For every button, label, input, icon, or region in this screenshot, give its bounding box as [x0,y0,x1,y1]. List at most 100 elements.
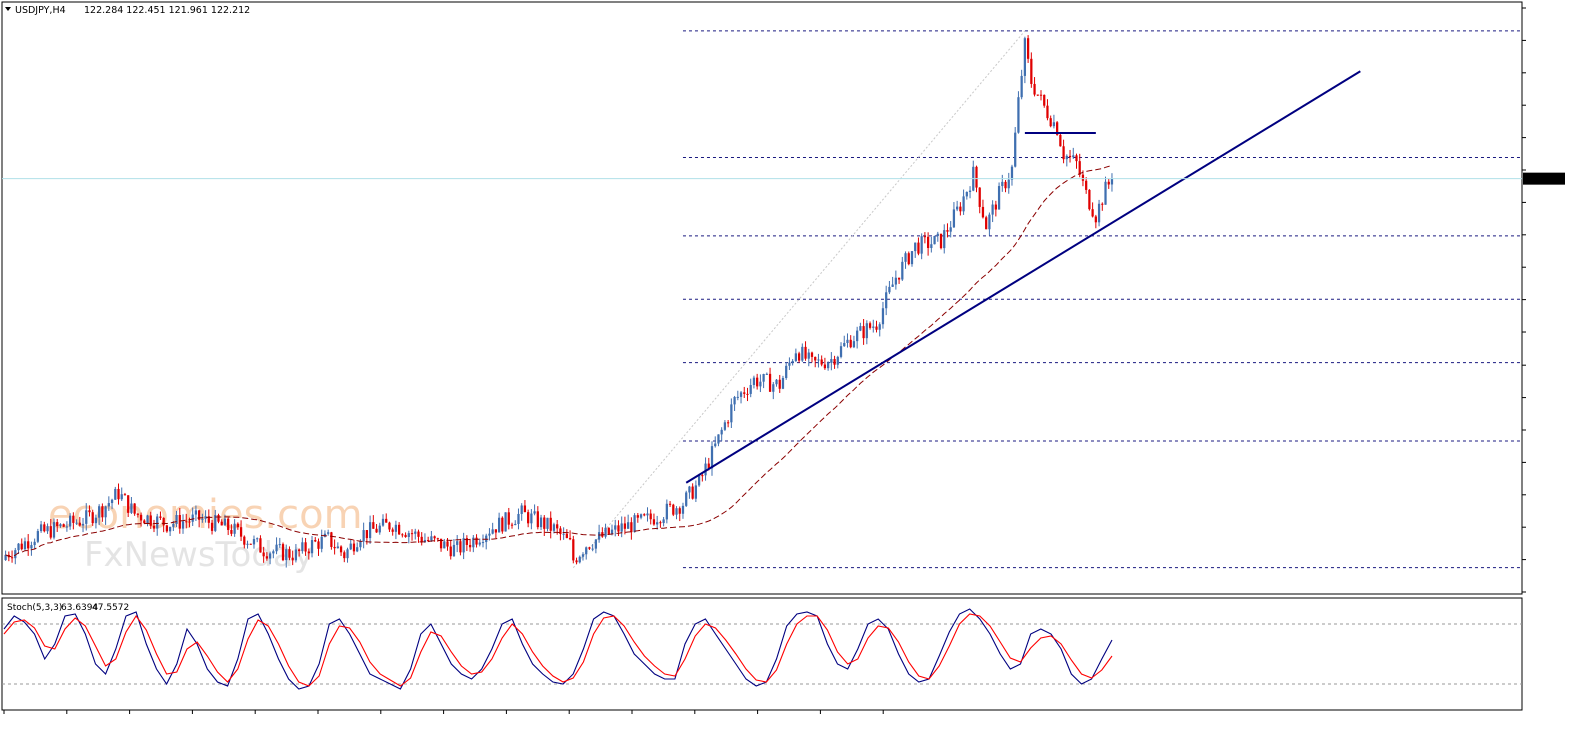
candle-body [826,362,830,369]
ohlc-values: 122.284 122.451 121.961 122.212 [84,5,250,16]
candle-body [414,531,417,534]
stochastic-oscillator [2,608,1522,690]
candle-body [633,515,636,533]
candle-body [285,549,288,561]
candle-body [462,538,465,553]
candle-body [101,506,104,518]
candle-body [507,512,510,525]
candle-body [130,503,133,513]
candle-body [991,204,994,215]
candle-body [949,227,952,232]
candle-body [930,244,933,249]
candle-body [298,549,301,552]
candle-body [1052,122,1056,127]
moving-average [5,164,1113,558]
candle-body [27,541,30,549]
candle-body [759,381,762,387]
candle-body [194,510,198,515]
candle-body [72,515,75,523]
candle-body [646,513,649,516]
candle-body [578,556,581,563]
candle-body [1046,105,1049,119]
candle-body [501,517,504,532]
candle-body [456,541,459,545]
candle-body [1014,132,1017,167]
stoch-signal-line [3,613,1113,687]
candle-body [85,510,88,524]
candle-body [559,528,562,535]
candle-body [20,543,23,550]
candle-body [801,346,804,361]
candle-body [820,359,823,365]
candle-body [894,277,897,285]
candle-body [43,524,46,532]
candle-body [936,233,939,236]
candle-body [217,515,220,522]
candle-body [59,524,62,527]
candle-body [881,308,885,325]
candle-body [343,552,346,559]
candle-body [275,544,278,552]
candle-body [49,526,52,538]
candle-body [401,534,404,536]
candle-body [778,379,781,389]
candle-body [730,404,733,423]
candle-body [659,522,662,524]
candle-body [907,253,910,265]
candle-body [643,514,646,516]
candle-body [1110,178,1114,185]
candle-body [1078,161,1081,175]
candle-body [385,518,388,523]
candle-body [565,533,568,538]
candle-body [220,521,223,526]
candle-body [256,538,259,540]
candle-body [536,511,539,528]
trendlines [685,70,1361,484]
candle-body [672,504,675,515]
candle-body [701,475,704,477]
candle-body [172,523,175,527]
candle-body [527,512,530,524]
candle-body [375,528,378,533]
current-price-tag [1523,172,1565,185]
candle-body [185,521,188,523]
candle-body [823,364,827,369]
candle-body [30,545,33,549]
candle-body [914,242,917,252]
candle-body [1097,203,1101,223]
candle-body [775,379,778,385]
dropdown-triangle-icon[interactable] [5,7,11,11]
candle-body [520,505,523,514]
candle-body [517,513,520,524]
candle-body [468,544,472,548]
candle-body [920,236,923,254]
candle-body [259,538,262,553]
watermark: economies.com FxNewsToday [48,492,363,575]
candle-body [291,557,294,561]
candle-body [962,196,965,212]
candle-body [494,529,498,533]
candle-body [1039,94,1043,96]
candle-body [981,206,985,218]
candle-body [56,522,59,527]
candle-body [1030,58,1033,84]
candle-body [1023,38,1027,76]
candle-body [1091,209,1094,217]
candle-body [127,495,130,513]
candle-body [830,359,833,363]
candle-body [117,488,120,500]
candle-body [168,526,172,532]
candle-body [239,527,243,537]
candle-body [926,236,930,249]
candle-body [33,541,36,546]
candle-body [662,519,665,524]
candle-body [733,396,736,405]
fib-diagonal [572,30,1026,568]
candle-body [588,547,591,549]
candle-body [1075,155,1078,162]
candle-body [752,377,756,386]
candle-body [330,532,333,547]
candle-body [181,521,185,529]
candle-body [323,533,327,537]
stoch-main-value: 63.6394 [61,603,98,613]
